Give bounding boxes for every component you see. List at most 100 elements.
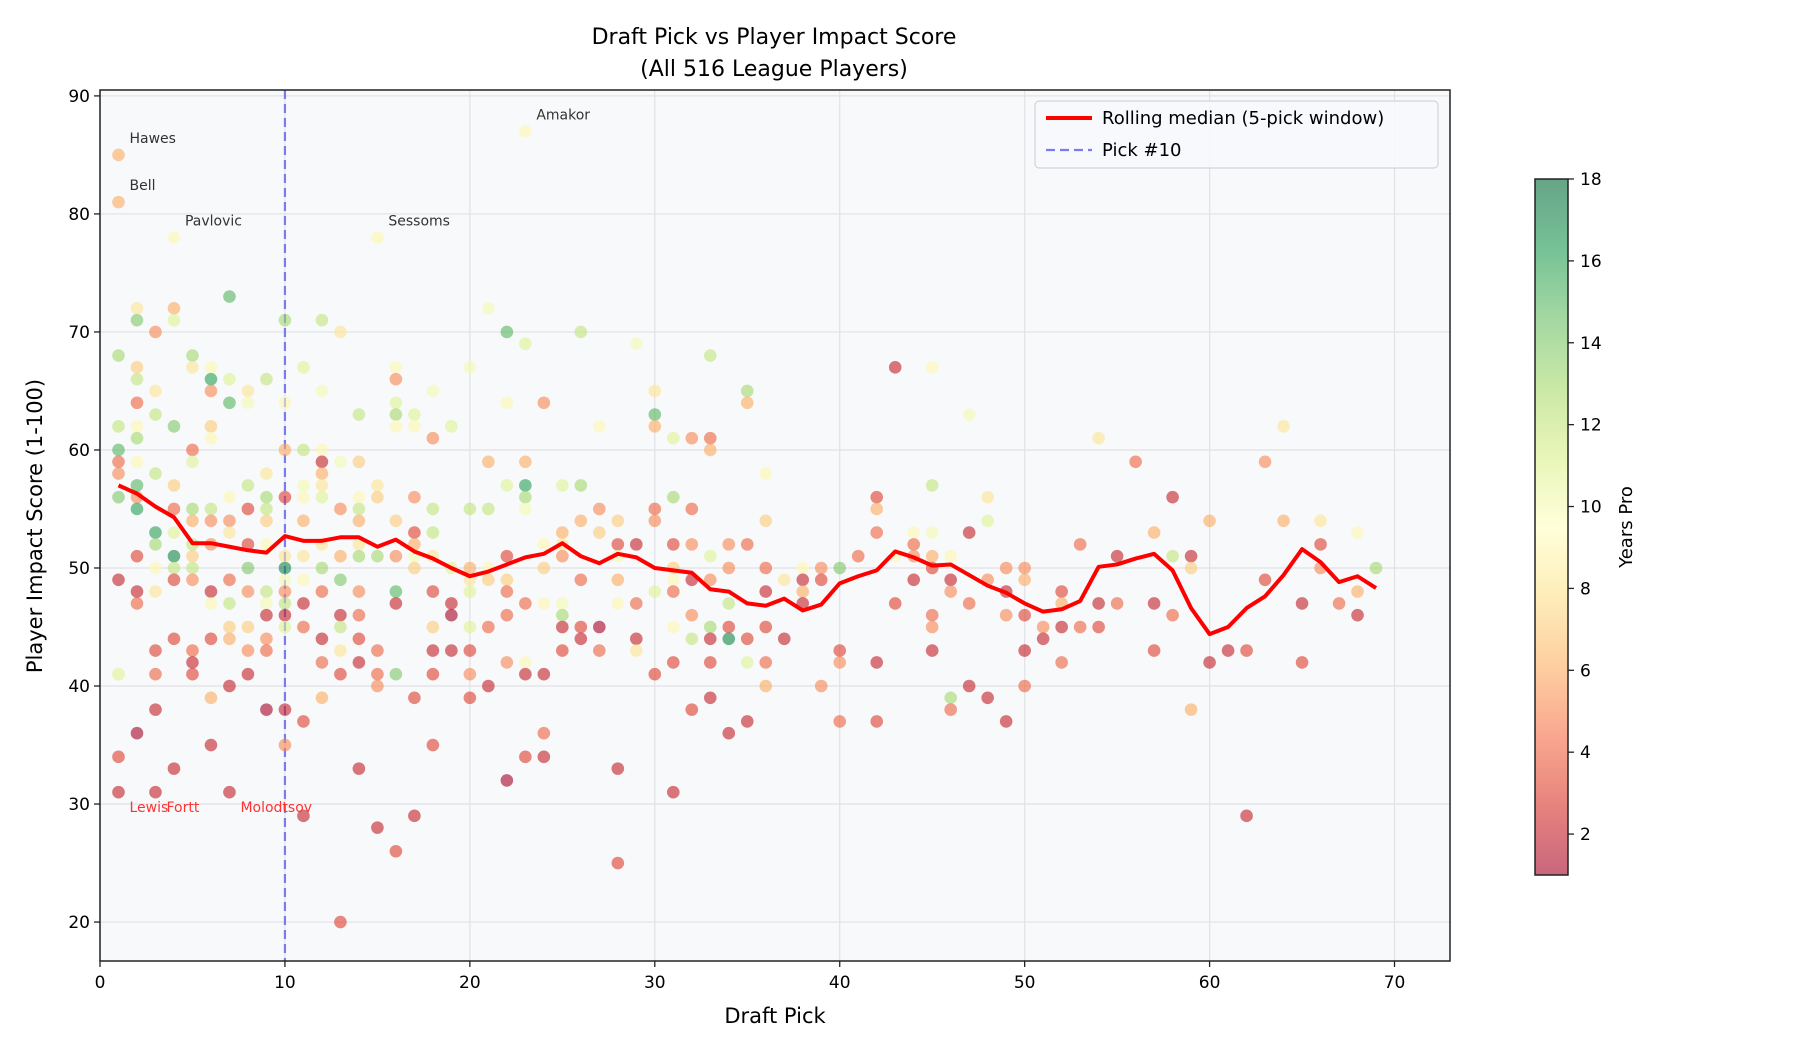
scatter-point: [500, 573, 514, 587]
scatter-point: [408, 490, 421, 504]
scatter-point: [1036, 632, 1050, 646]
scatter-point: [297, 809, 310, 823]
scatter-point: [519, 597, 532, 610]
annotation-label: Pavlovic: [185, 214, 242, 230]
scatter-point: [352, 455, 366, 469]
scatter-point: [685, 431, 699, 445]
scatter-point: [759, 467, 773, 480]
scatter-point: [278, 561, 292, 575]
scatter-point: [112, 195, 125, 209]
colorbar: [1534, 178, 1569, 876]
scatter-point: [204, 431, 218, 445]
scatter-point: [482, 455, 495, 469]
scatter-point: [666, 431, 680, 445]
scatter-point: [167, 502, 181, 516]
scatter-point: [556, 549, 569, 563]
scatter-point: [112, 667, 125, 681]
scatter-point: [574, 514, 588, 528]
scatter-point: [260, 467, 273, 480]
scatter-point: [278, 443, 292, 457]
scatter-point: [925, 361, 939, 374]
scatter-point: [944, 691, 957, 705]
scatter-point: [204, 372, 218, 386]
x-tick-label: 60: [1199, 973, 1221, 993]
scatter-point: [556, 620, 569, 634]
scatter-point: [167, 479, 181, 492]
scatter-point: [112, 443, 125, 457]
scatter-point: [426, 620, 440, 634]
scatter-point: [260, 703, 273, 716]
scatter-point: [482, 679, 495, 693]
scatter-point: [463, 667, 477, 681]
x-tick-label: 0: [95, 973, 106, 993]
scatter-point: [833, 656, 847, 669]
scatter-point: [315, 467, 329, 480]
colorbar-tick-label: 6: [1580, 661, 1591, 681]
scatter-point: [278, 597, 292, 610]
plot-area: [100, 90, 1450, 961]
scatter-point: [130, 361, 144, 374]
scatter-point: [944, 703, 957, 716]
scatter-point: [500, 479, 514, 492]
scatter-point: [1184, 703, 1198, 716]
colorbar-tick-label: 2: [1580, 825, 1591, 845]
scatter-point: [630, 632, 643, 646]
scatter-point: [519, 656, 532, 669]
scatter-point: [241, 538, 255, 551]
scatter-point: [167, 549, 181, 563]
scatter-point: [352, 538, 366, 551]
scatter-point: [1314, 538, 1327, 551]
scatter-point: [130, 726, 144, 740]
scatter-point: [130, 420, 144, 433]
scatter-point: [167, 526, 181, 539]
scatter-point: [186, 667, 199, 681]
scatter-point: [315, 490, 329, 504]
scatter-point: [112, 349, 125, 362]
scatter-point: [297, 514, 310, 528]
scatter-point: [519, 667, 532, 681]
scatter-point: [352, 656, 366, 669]
scatter-point: [278, 738, 292, 752]
scatter-point: [463, 644, 477, 657]
scatter-point: [519, 750, 532, 764]
scatter-point: [334, 620, 347, 634]
scatter-point: [149, 325, 162, 339]
scatter-point: [334, 455, 347, 469]
y-tick-label: 70: [68, 323, 90, 343]
scatter-point: [981, 490, 994, 504]
scatter-point: [796, 573, 810, 587]
colorbar-label: Years Pro: [1616, 486, 1637, 569]
scatter-point: [703, 656, 717, 669]
scatter-point: [241, 479, 255, 492]
scatter-point: [740, 715, 754, 728]
scatter-point: [593, 526, 606, 539]
scatter-point: [611, 573, 625, 587]
colorbar-tick-label: 14: [1580, 334, 1602, 354]
scatter-point: [371, 821, 384, 834]
annotation-label: Molodtsov: [240, 800, 312, 816]
scatter-point: [593, 644, 606, 657]
scatter-point: [352, 408, 366, 421]
scatter-point: [814, 679, 828, 693]
annotation-label: Hawes: [129, 131, 175, 147]
annotations: Hawes Bell Pavlovic Sessoms Amakor LewisFortt…: [129, 107, 590, 816]
scatter-point: [722, 726, 736, 740]
scatter-point: [426, 526, 440, 539]
scatter-point: [149, 644, 162, 657]
scatter-point: [1092, 597, 1105, 610]
scatter-point: [1332, 597, 1346, 610]
scatter-point: [648, 502, 662, 516]
scatter-point: [223, 490, 236, 504]
x-tick-label: 30: [644, 973, 666, 993]
scatter-point: [186, 455, 199, 469]
scatter-point: [186, 361, 199, 374]
scatter-point: [186, 561, 199, 575]
scatter-point: [1073, 620, 1087, 634]
colorbar-tick-label: 8: [1580, 579, 1591, 599]
annotation-label: Bell: [129, 178, 155, 194]
scatter-point: [149, 526, 162, 539]
scatter-point: [278, 585, 292, 598]
scatter-point: [334, 502, 347, 516]
scatter-point: [149, 538, 162, 551]
scatter-point: [112, 573, 125, 587]
